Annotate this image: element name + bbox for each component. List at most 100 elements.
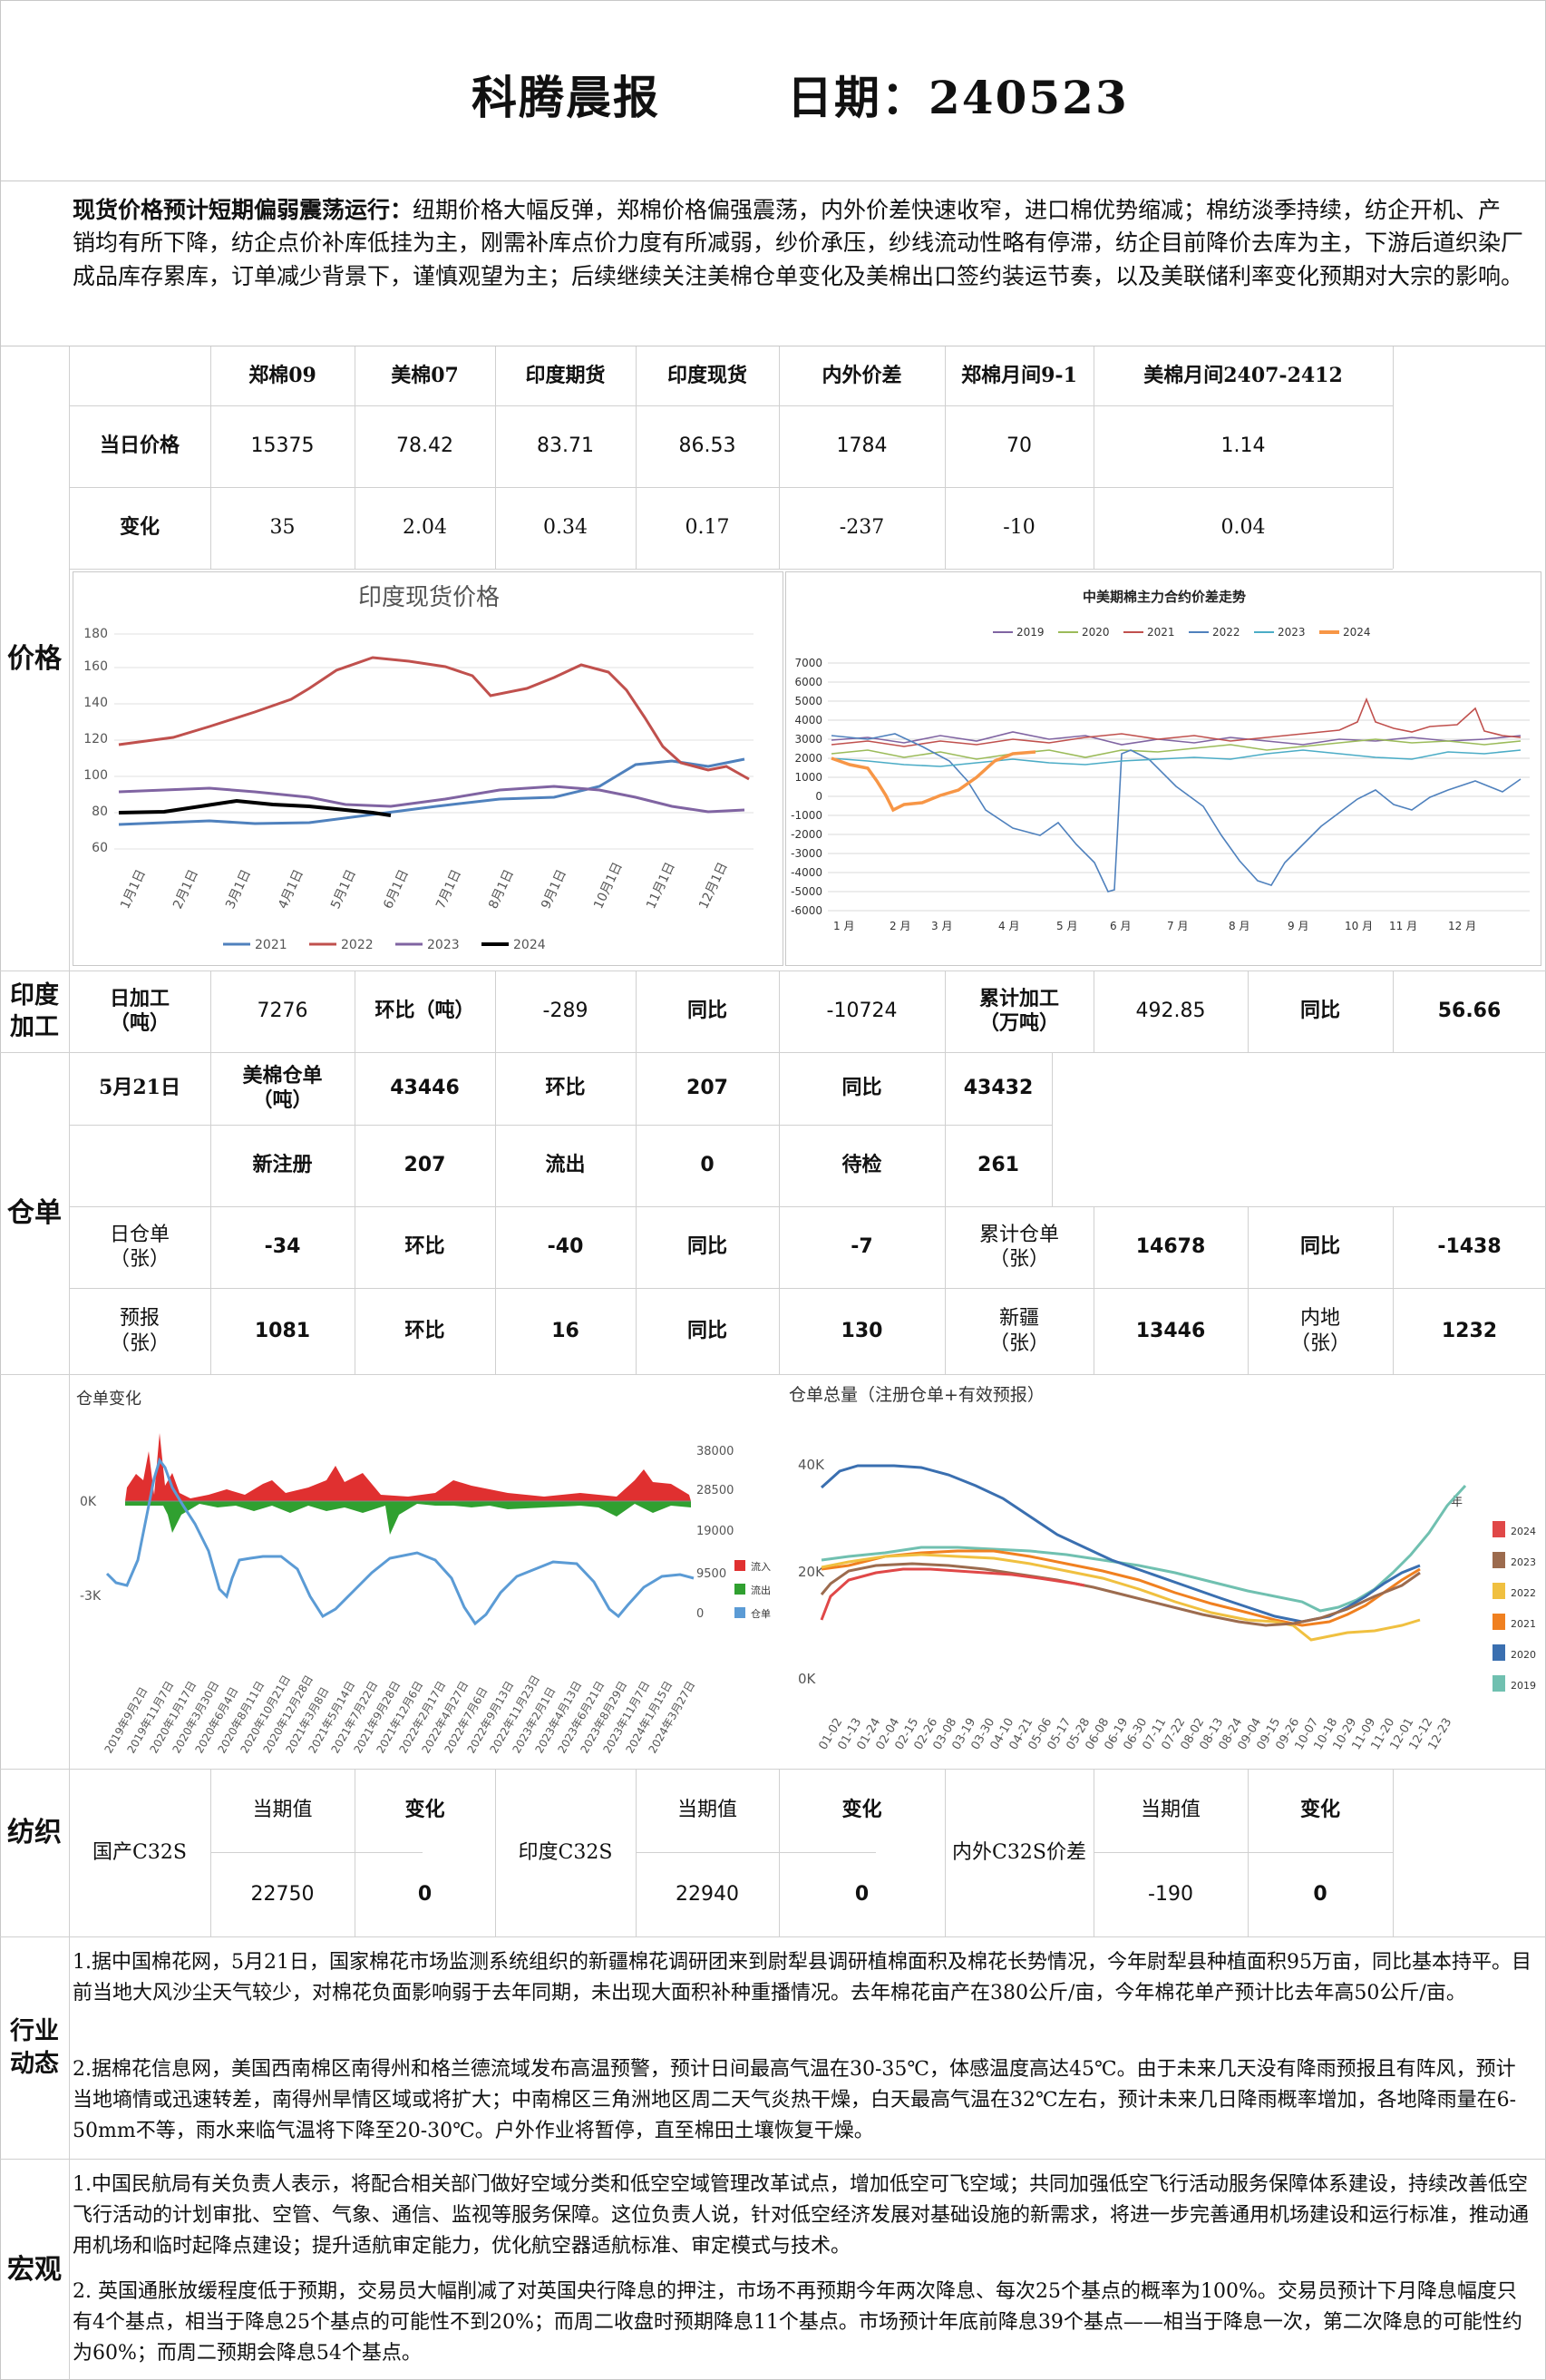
industry-item-2: 2.据棉花信息网，美国西南棉区南得州和格兰德流域发布高温预警，预计日间最高气温在… <box>73 2058 1517 2143</box>
xinjiang-value: 13446 <box>1135 1319 1206 1342</box>
xinjiang-label: 新疆 （张） <box>988 1307 1049 1355</box>
section-warehouse: 仓单 <box>7 1197 62 1229</box>
india-current-header: 当期值 <box>676 1799 737 1822</box>
x-tick: 12月1日 <box>696 860 731 911</box>
report-date: 日期：240523 <box>787 71 1129 124</box>
y-tick: 0 <box>815 790 822 803</box>
x-tick: 6月1日 <box>381 867 412 911</box>
us-receipts-mom-value: 207 <box>686 1077 728 1100</box>
chart-ware-change-xaxis: 2019年9月2日 2019年11月7日 2020年1月17日 2020年3月3… <box>102 1673 697 1755</box>
price-header-spread: 内外价差 <box>822 363 902 387</box>
legend-label: 流入 <box>751 1560 771 1573</box>
price-row-change-label: 变化 <box>119 515 160 540</box>
summary-block: 现货价格预计短期偏弱震荡运行：纽期价格大幅反弹，郑棉价格偏强震荡，内外价差快速收… <box>0 181 1546 346</box>
daily-receipts-mom-label: 环比 <box>404 1234 445 1259</box>
legend-label: 2024 <box>1343 626 1371 639</box>
legend-label: 2022 <box>1511 1587 1536 1599</box>
new-registration-value: 207 <box>404 1154 446 1177</box>
series-2021-line <box>118 757 745 826</box>
price-today-value: 15375 <box>250 434 315 458</box>
price-header-ct-2407-2412: 美棉月间2407-2412 <box>1143 363 1343 387</box>
forecast-mom-value: 16 <box>551 1319 579 1342</box>
x-tick: 9月1日 <box>539 867 569 911</box>
macro-news: 1.中国民航局有关负责人表示，将配合相关部门做好空域分类和低空空域管理改革试点，… <box>69 2159 1546 2380</box>
y-tick: 5000 <box>794 695 822 707</box>
forecast-label: 预报 （张） <box>109 1307 170 1355</box>
chart-spread-svg: 中美期棉主力合约价差走势 2019 2020 2021 2022 2023 20… <box>791 589 1530 932</box>
pending-inspection-value: 261 <box>977 1154 1019 1177</box>
chart-spread-xaxis: 1 月 2 月 3 月 4 月 5 月 6 月 7 月 8 月 9 月 10 月… <box>833 920 1476 932</box>
x-tick: 10月1日 <box>591 860 626 911</box>
chart-ware-change-svg: 仓单变化 0K -3K 38000 28500 19000 9500 0 流入 … <box>76 1390 771 1756</box>
india-change-header: 变化 <box>841 1798 882 1822</box>
section-industry: 行业 动态 <box>10 2017 59 2078</box>
x-tick: 8月1日 <box>486 867 517 911</box>
price-row-today-label: 当日价格 <box>99 434 180 458</box>
series-2024-line <box>820 1567 1085 1621</box>
india-mom-value: -289 <box>542 1000 588 1023</box>
price-today-value: 1784 <box>836 434 888 458</box>
price-change-value: 2.04 <box>403 516 447 540</box>
right-tick: 28500 <box>696 1484 734 1497</box>
inflow-area <box>125 1433 691 1501</box>
textile-table: 国产C32S 当期值 变化 22750 0 印度C32S 当期值 变化 2294… <box>69 1769 1546 1936</box>
summary-text: 纽期价格大幅反弹，郑棉价格偏强震荡，内外价差快速收窄，进口棉优势缩减；棉纺淡季持… <box>73 197 1524 289</box>
y-tick: 180 <box>83 627 108 641</box>
y-tick: -5000 <box>791 885 822 898</box>
y-tick: -3000 <box>791 847 822 860</box>
legend-label: 2023 <box>427 938 460 952</box>
y-tick: 7000 <box>794 657 822 669</box>
india-daily-processing-label: 日加工 （吨） <box>109 986 170 1036</box>
price-header-zc09: 郑棉09 <box>248 363 316 387</box>
summary-paragraph: 现货价格预计短期偏弱震荡运行：纽期价格大幅反弹，郑棉价格偏强震荡，内外价差快速收… <box>73 194 1523 293</box>
legend-label: 2021 <box>255 938 287 952</box>
price-header-india-futures: 印度期货 <box>525 363 606 387</box>
price-change-value: 35 <box>269 516 296 540</box>
macro-item-2: 2. 英国通胀放缓程度低于预期，交易员大幅削减了对英国央行降息的押注，市场不再预… <box>73 2280 1522 2365</box>
x-tick: 4月1日 <box>276 867 306 911</box>
y-tick: 80 <box>92 805 108 819</box>
daily-receipts-value: -34 <box>264 1235 301 1259</box>
series-2022-line <box>821 1553 1421 1642</box>
series-2023-line <box>831 749 1522 767</box>
x-tick: 1 月 <box>833 920 854 932</box>
y-tick: 3000 <box>794 733 822 746</box>
chart-spread-title: 中美期棉主力合约价差走势 <box>1083 589 1246 605</box>
price-table: 郑棉09 美棉07 印度期货 印度现货 内外价差 郑棉月间9-1 美棉月间240… <box>69 346 1394 570</box>
spread-c32s-label: 内外C32S价差 <box>952 1840 1086 1864</box>
x-tick: 5月1日 <box>328 867 359 911</box>
y-tick: 6000 <box>794 676 822 688</box>
section-macro: 宏观 <box>7 2253 62 2286</box>
chart-india-spot-svg: 印度现货价格 60 80 100 120 140 160 180 1月1日 2月… <box>83 584 754 952</box>
x-tick: 7月1日 <box>433 867 464 911</box>
chart-ware-total-svg: 仓单总量（注册仓单+有效预报） 40K 20K 0K 年 2024 2023 2… <box>789 1385 1536 1752</box>
spread-change-value: 0 <box>1313 1882 1327 1906</box>
summary-lead: 现货价格预计短期偏弱震荡运行： <box>73 197 413 223</box>
price-change-value: -10 <box>1003 516 1036 540</box>
series-2019-line <box>821 1484 1467 1613</box>
chart-india-spot: 印度现货价格 60 80 100 120 140 160 180 1月1日 2月… <box>73 571 783 966</box>
y-tick: 160 <box>83 659 108 674</box>
legend-label: 2024 <box>513 938 546 952</box>
cumulative-receipts-yoy-label: 同比 <box>1299 1234 1340 1259</box>
x-tick: 4 月 <box>998 920 1019 932</box>
legend-label: 2019 <box>1016 626 1045 639</box>
cumulative-receipts-yoy-value: -1438 <box>1437 1235 1502 1259</box>
x-tick: 5 月 <box>1056 920 1077 932</box>
forecast-mom-label: 环比 <box>404 1318 445 1342</box>
domestic-c32s-label: 国产C32S <box>92 1840 187 1864</box>
domestic-change-header: 变化 <box>404 1798 445 1822</box>
series-2019-line <box>831 731 1522 746</box>
chart-india-grid <box>114 633 754 850</box>
legend-label: 2021 <box>1147 626 1175 639</box>
chart-ware-change-legend: 流入 流出 仓单 <box>734 1560 771 1620</box>
section-price: 价格 <box>7 642 62 675</box>
outflow-area <box>125 1501 691 1535</box>
forecast-yoy-label: 同比 <box>686 1318 727 1342</box>
chart-india-legend: 2021 2022 2023 2024 <box>223 938 546 952</box>
chart-warehouse-total: 仓单总量（注册仓单+有效预报） 40K 20K 0K 年 2024 2023 2… <box>785 1379 1541 1764</box>
y-tick: -4000 <box>791 866 822 879</box>
inland-value: 1232 <box>1441 1319 1498 1342</box>
price-change-value: 0.17 <box>685 516 730 540</box>
india-yoy-label: 同比 <box>686 999 727 1023</box>
